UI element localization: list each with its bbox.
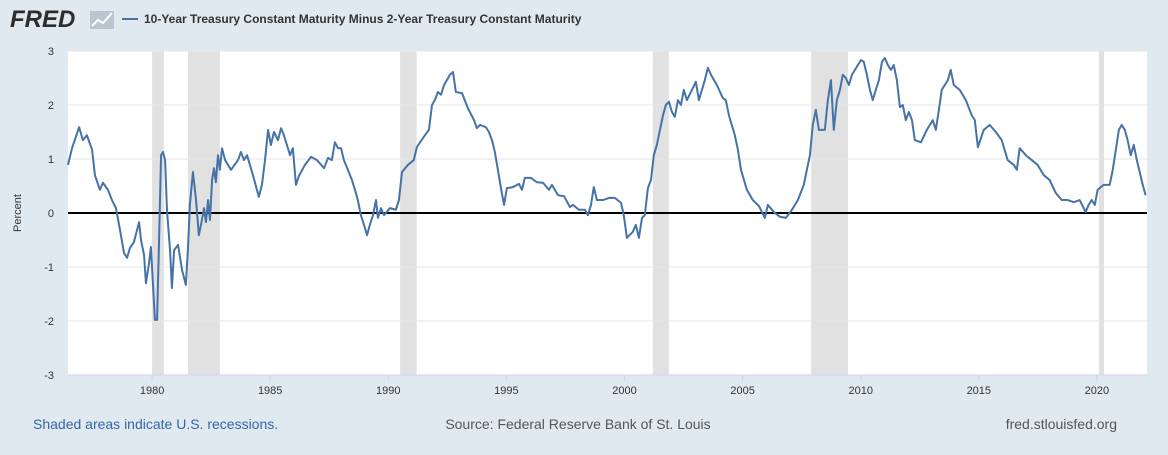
- y-tick-label: 3: [48, 46, 54, 58]
- y-tick-label: 1: [48, 154, 54, 166]
- x-tick-label: 1995: [494, 385, 518, 397]
- series-line: [67, 57, 1147, 321]
- y-axis-label: Percent: [12, 194, 24, 232]
- y-tick-label: -2: [44, 316, 54, 328]
- recession-note[interactable]: Shaded areas indicate U.S. recessions.: [33, 416, 278, 432]
- x-tick-label: 1985: [258, 385, 282, 397]
- legend-label: 10-Year Treasury Constant Maturity Minus…: [144, 12, 582, 26]
- logo-icon: [90, 11, 114, 29]
- site-link[interactable]: fred.stlouisfed.org: [1006, 416, 1117, 432]
- x-tick-label: 2020: [1085, 385, 1109, 397]
- source: Source: Federal Reserve Bank of St. Loui…: [445, 416, 710, 432]
- y-tick-label: 0: [48, 208, 54, 220]
- x-tick-label: 1990: [376, 385, 400, 397]
- y-tick-label: 2: [48, 100, 54, 112]
- x-tick-label: 1980: [140, 385, 164, 397]
- x-tick-label: 2000: [612, 385, 636, 397]
- y-tick-label: -3: [44, 370, 54, 382]
- x-tick-label: 2015: [967, 385, 991, 397]
- x-tick-label: 2010: [848, 385, 872, 397]
- x-tick-label: 2005: [730, 385, 754, 397]
- y-tick-label: -1: [44, 262, 54, 274]
- logo-icon-line: [91, 12, 113, 27]
- brand-logo[interactable]: FRED: [10, 6, 75, 33]
